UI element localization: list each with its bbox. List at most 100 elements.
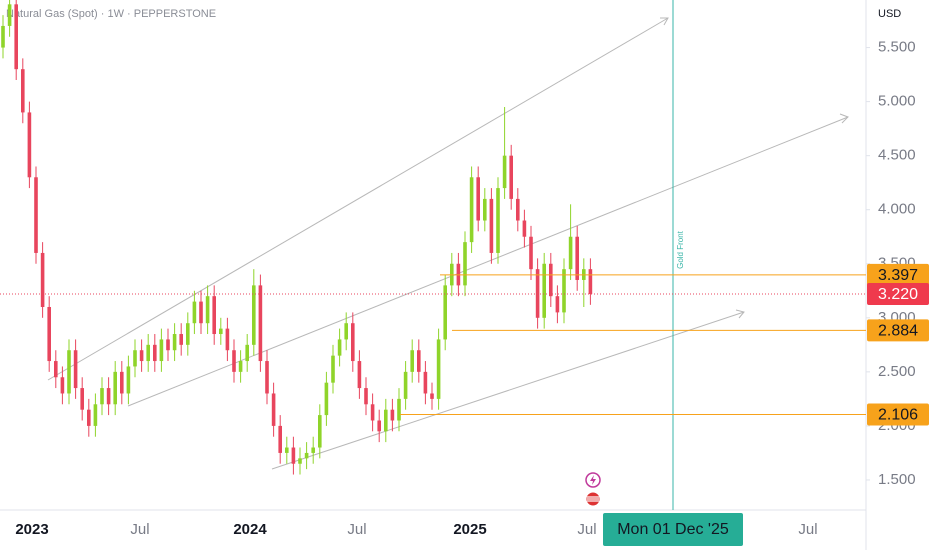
candle-body [364,388,368,405]
candle-body [153,344,157,362]
candle-body [73,350,78,389]
candle-body [100,388,104,405]
candle-body [403,371,408,399]
candle-body [344,323,348,340]
candle-body [377,420,381,432]
x-tick-label: 2025 [453,521,486,538]
level-label-box [867,263,929,286]
level-label-box [867,403,929,426]
candle-body [522,220,527,237]
candle-body [120,371,124,394]
candle-body [113,371,117,405]
candle-body [357,361,362,389]
candle-body [146,344,150,362]
y-tick-label: 5.500 [878,39,916,56]
candle-body [172,334,177,351]
candle-body [555,296,560,313]
candle-body [304,452,309,459]
candle-body [410,350,414,372]
candle-body [370,404,375,421]
candle-body [80,388,84,410]
arrow-head [660,17,669,26]
chart-title: Natural Gas (Spot) · 1W · PEPPERSTONE [6,8,216,20]
flag-stripes [587,496,599,502]
candle-body [509,155,513,199]
candle-body [549,263,553,297]
candle-body [252,285,256,345]
candle-body [60,377,65,394]
candle-body [219,328,223,335]
y-tick-label: 5.000 [878,93,916,110]
level-label-box [867,319,929,342]
candle-body [483,198,487,221]
candle-body [258,285,263,362]
candle-body [126,366,131,394]
candle-body [397,398,401,421]
candle-body [337,339,342,356]
candle-body [212,296,216,335]
cursor-label-box [603,513,743,546]
level-label: 3.397 [878,267,918,284]
candle-body [568,236,573,270]
candle-body [21,69,25,113]
candle-body [390,409,395,421]
candle-body [67,350,71,394]
x-tick-label: Jul [130,521,149,538]
candle-body [535,269,540,318]
candle-body [529,236,533,270]
x-tick-label: Jul [577,521,596,538]
candle-body [40,252,45,307]
x-tick-label: Jul [347,521,366,538]
candle-body [245,344,249,362]
candle-body [476,177,480,221]
currency: USD [878,8,901,20]
candle-body [87,409,91,426]
candle-body [133,350,137,367]
candle-body [575,236,579,280]
candle-body [430,393,434,399]
candle-body [47,306,51,362]
candle-body [27,112,32,178]
x-tick-label: Jul [798,521,817,538]
candle-body [7,4,12,26]
candle-body [199,301,203,324]
candle-body [298,458,302,464]
cursor-label: Mon 01 Dec '25 [617,521,729,538]
annotation: Gold Front [676,230,685,269]
candle-body [278,425,282,453]
trend-line [271,311,745,470]
candle-body [238,361,243,372]
candle-body [232,350,236,372]
candle-body [502,155,507,189]
x-tick-label: 2024 [233,521,267,538]
candle-body [93,404,98,426]
last-price-label: 3.220 [878,286,918,303]
candle-body [186,323,190,345]
candle-body [311,447,315,453]
candle-body [265,361,269,394]
candle-body [331,355,335,383]
candle-body [324,382,329,416]
level-label: 2.106 [878,407,918,424]
candle-body [159,339,164,362]
candle-body [179,334,183,345]
x-tick-label: 2023 [15,521,48,538]
candle-body [54,361,58,378]
trend-line [47,17,669,381]
candle-body [318,415,322,448]
candle-body [489,198,494,253]
candle-body [1,25,5,48]
level-label: 2.884 [878,323,918,340]
candle-body [384,409,388,432]
candle-body [106,388,111,405]
y-tick-label: 2.500 [878,363,916,380]
candle-body [417,350,421,372]
last-price-box [867,283,929,306]
candle-body [166,339,170,351]
candle-body [562,269,566,313]
candle-body [463,242,467,286]
candle-body [285,447,289,453]
candle-body [139,350,144,362]
candle-body [469,177,474,243]
candle-body [542,263,546,318]
